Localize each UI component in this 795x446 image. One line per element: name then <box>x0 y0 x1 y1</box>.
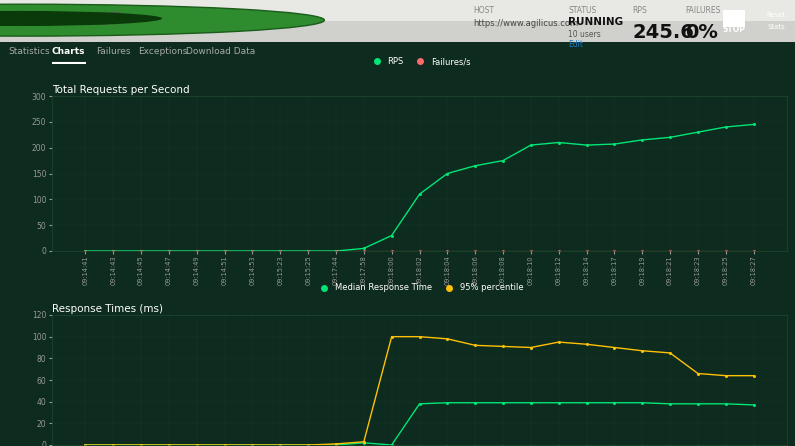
Text: LOCUST: LOCUST <box>49 11 121 29</box>
Text: Failures: Failures <box>96 47 130 56</box>
Legend: RPS, Failures/s: RPS, Failures/s <box>365 54 474 69</box>
Text: FAILURES: FAILURES <box>685 6 720 15</box>
Text: Stats: Stats <box>767 24 785 30</box>
Text: STATUS: STATUS <box>568 6 597 15</box>
Text: STOP: STOP <box>723 25 746 34</box>
Bar <box>723 10 746 27</box>
Text: https://www.agilicus.com: https://www.agilicus.com <box>473 19 578 28</box>
Bar <box>0 0 795 21</box>
Bar <box>0 21 795 42</box>
Text: Charts: Charts <box>52 47 86 56</box>
Text: HOST: HOST <box>473 6 494 15</box>
Text: Response Times (ms): Response Times (ms) <box>52 304 163 314</box>
Text: 0%: 0% <box>685 23 718 42</box>
Text: Download Data: Download Data <box>186 47 255 56</box>
Text: Statistics: Statistics <box>8 47 49 56</box>
Text: Exceptions: Exceptions <box>138 47 188 56</box>
Circle shape <box>0 4 324 36</box>
Text: RPS: RPS <box>632 6 647 15</box>
Text: Edit: Edit <box>568 40 584 49</box>
Text: RUNNING: RUNNING <box>568 17 623 27</box>
Text: Total Requests per Second: Total Requests per Second <box>52 85 190 95</box>
Legend: Median Response Time, 95% percentile: Median Response Time, 95% percentile <box>312 280 526 296</box>
Text: 245.6: 245.6 <box>632 23 694 42</box>
Text: 10 users: 10 users <box>568 30 601 39</box>
Circle shape <box>0 11 162 26</box>
Text: Reset: Reset <box>766 12 785 18</box>
